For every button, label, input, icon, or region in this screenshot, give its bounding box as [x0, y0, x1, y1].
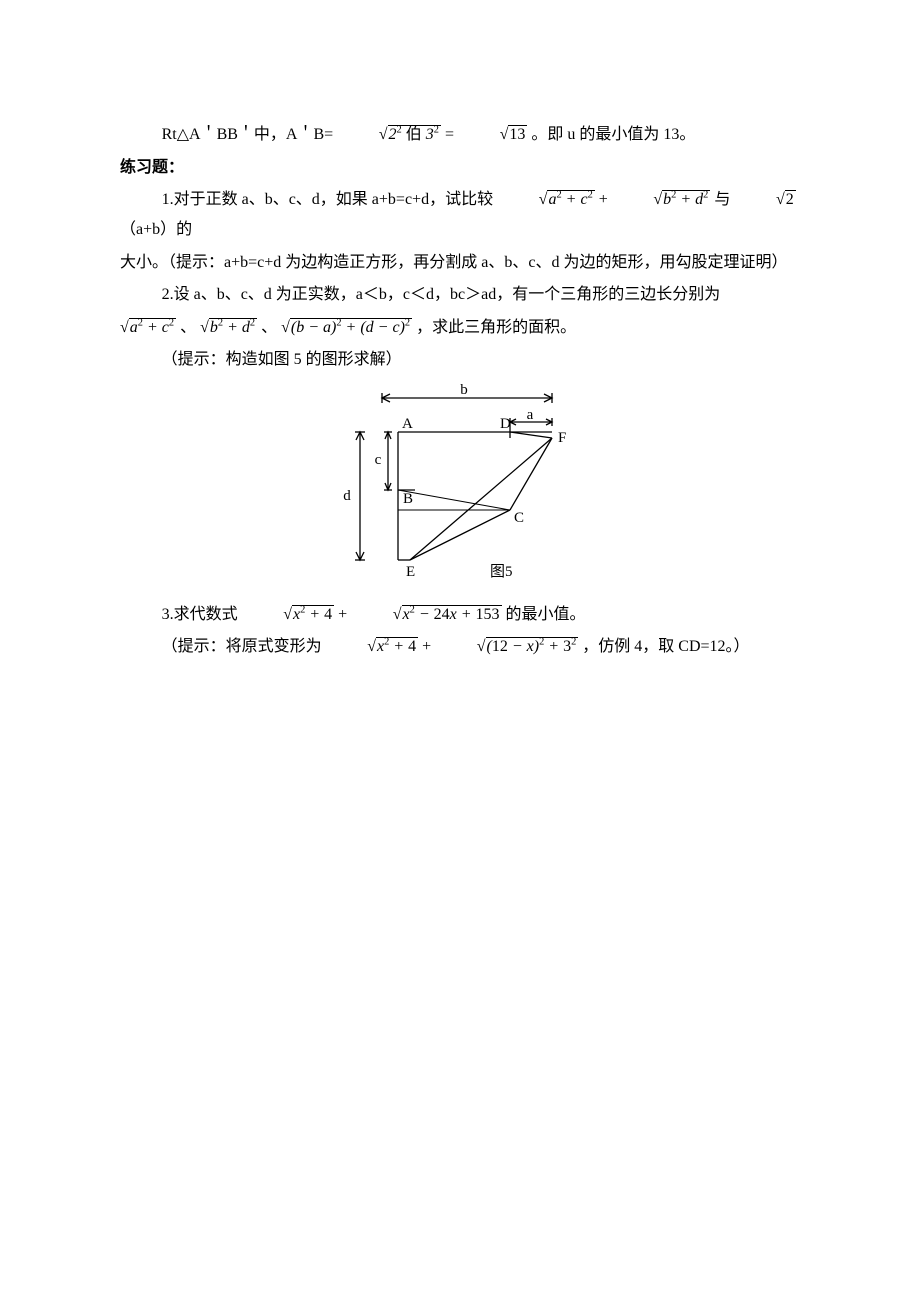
fig-label-E: E	[406, 564, 415, 580]
p3h-plus: +	[422, 638, 431, 655]
p2-tail: ，求此三角形的面积。	[416, 319, 576, 336]
fig-label-F: F	[558, 430, 566, 446]
sqrt-b2d2-1: √b2 + d2	[612, 185, 711, 215]
figure-5-container: b a d c A D F B C E 图5	[120, 380, 800, 590]
p3h-lead: （提示：将原式变形为	[162, 638, 322, 655]
rt-pre: Rt△A＇BB＇中，A＇B=	[162, 126, 334, 143]
p3-sqrt1: √x2 + 4	[242, 600, 334, 630]
sqrt-bmadmc: √(b − a)2 + (d − c)2	[281, 313, 412, 343]
figure-5: b a d c A D F B C E 图5	[330, 380, 590, 590]
sqrt-a2c2-1: √a2 + c2	[497, 185, 595, 215]
problem-2-hint: （提示：构造如图 5 的图形求解）	[120, 345, 800, 375]
p3h-sqrt1: √x2 + 4	[326, 632, 418, 662]
sqrt-b2d2-2: √b2 + d2	[200, 313, 257, 343]
fig-label-b: b	[460, 382, 468, 398]
p1-yu: 与	[714, 191, 730, 208]
p3h-tail: ，仿例 4，取 CD=12。）	[582, 638, 749, 655]
sqrt-13: √13	[458, 120, 527, 150]
problem-2-line2: √a2 + c2 、 √b2 + d2 、 √(b − a)2 + (d − c…	[120, 313, 800, 344]
sqrt-2: √2	[734, 185, 795, 215]
p3-plus: +	[338, 606, 347, 623]
fig-label-B: B	[403, 491, 413, 507]
fig-label-C: C	[514, 510, 524, 526]
p1-tail: （a+b）的	[120, 221, 192, 238]
rt-eq: =	[445, 126, 454, 143]
rt-post: 。即 u 的最小值为 13。	[531, 126, 695, 143]
problem-2-line1: 2.设 a、b、c、d 为正实数，a＜b，c＜d，bc＞ad，有一个三角形的三边…	[120, 280, 800, 310]
problem-1-line1: 1.对于正数 a、b、c、d，如果 a+b=c+d，试比较 √a2 + c2 +…	[120, 185, 800, 246]
p3-lead: 3.求代数式	[162, 606, 238, 623]
p2-sep1: 、	[180, 319, 196, 336]
fig-label-d: d	[343, 488, 351, 504]
sqrt-a2c2-2: √a2 + c2	[120, 313, 176, 343]
fig-label-c: c	[375, 452, 382, 468]
fig-caption: 图5	[490, 563, 513, 580]
p3h-sqrt2: √(12 − x)2 + 32	[435, 632, 578, 662]
p1-lead: 1.对于正数 a、b、c、d，如果 a+b=c+d，试比较	[162, 191, 493, 208]
p3-sqrt2: √x2 − 24x + 153	[351, 600, 501, 630]
heading-practice: 练习题：	[120, 153, 800, 183]
fig-label-A: A	[402, 416, 413, 432]
p1-plus: +	[599, 191, 608, 208]
problem-1-line2: 大小。（提示：a+b=c+d 为边构造正方形，再分割成 a、b、c、d 为边的矩…	[120, 248, 800, 278]
fig-label-a: a	[527, 407, 534, 423]
line-rt: Rt△A＇BB＇中，A＇B= √22 伯 32 = √13 。即 u 的最小值为…	[120, 120, 800, 151]
p2-sep2: 、	[261, 319, 277, 336]
sqrt-2-3: √22 伯 32	[337, 120, 441, 150]
fig-label-D: D	[500, 416, 511, 432]
problem-3-hint: （提示：将原式变形为 √x2 + 4 + √(12 − x)2 + 32 ，仿例…	[120, 632, 800, 663]
p3-tail: 的最小值。	[506, 606, 586, 623]
problem-3: 3.求代数式 √x2 + 4 + √x2 − 24x + 153 的最小值。	[120, 600, 800, 631]
